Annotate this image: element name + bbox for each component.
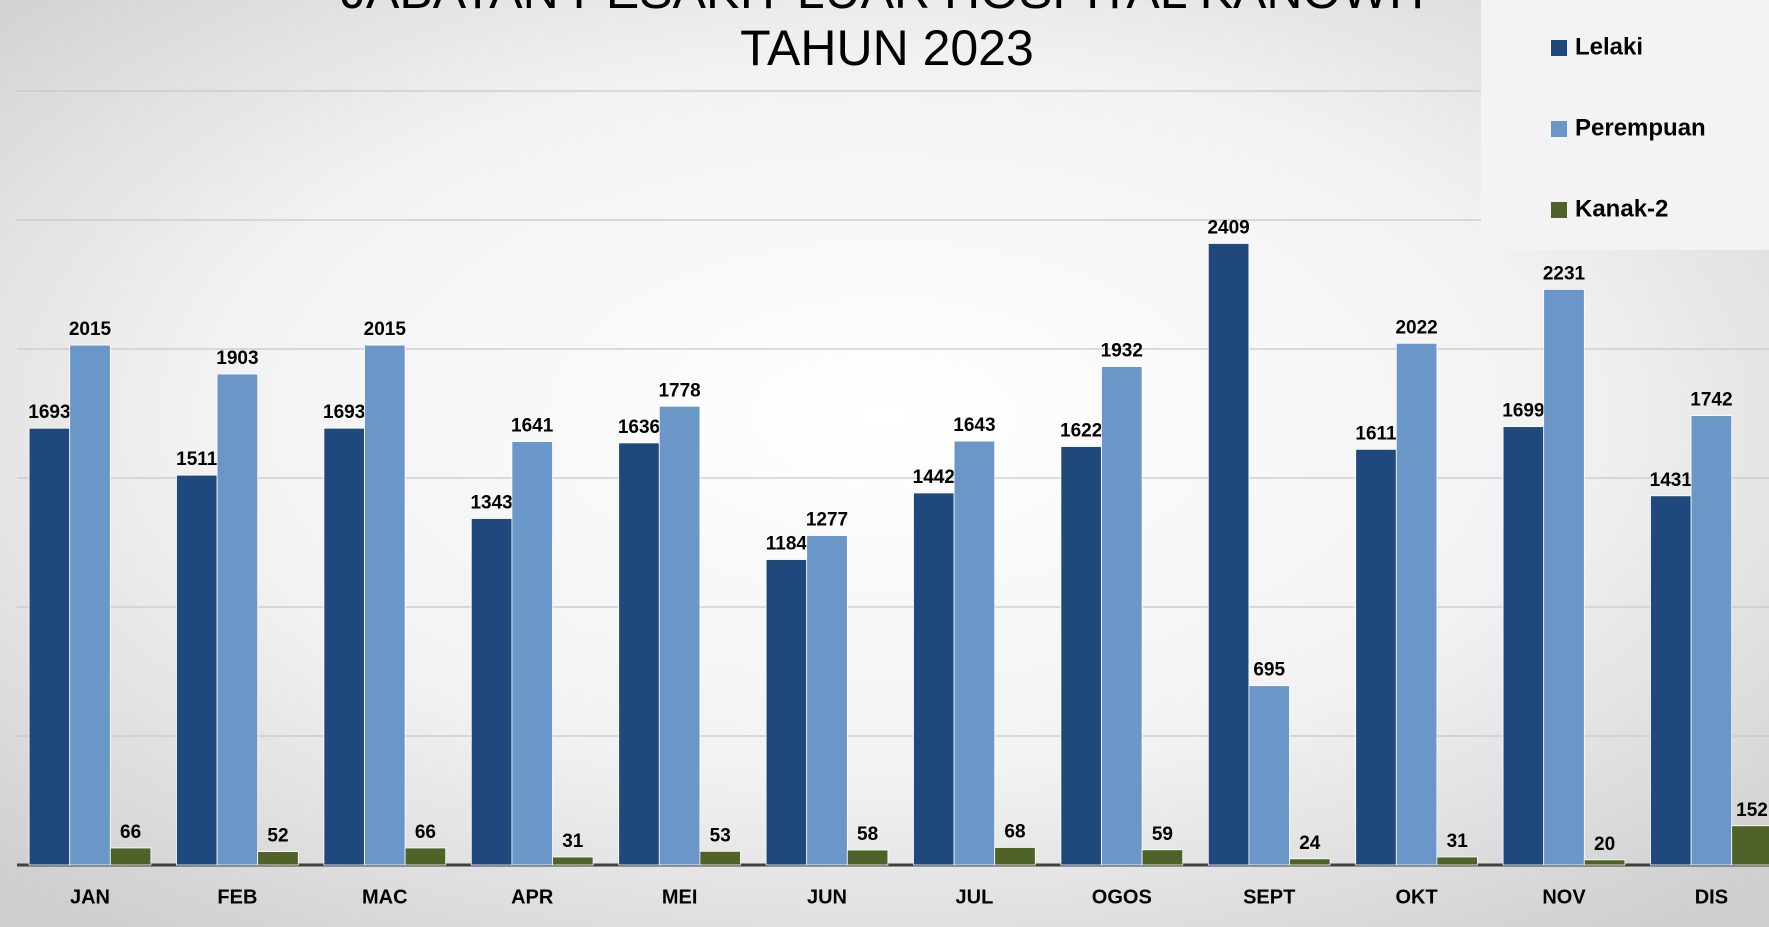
data-label: 1511 (176, 449, 218, 470)
data-label: 20 (1594, 834, 1615, 855)
bar (1583, 859, 1626, 866)
bar (1395, 342, 1438, 866)
x-tick-label: JUN (807, 886, 847, 908)
data-label: 1636 (618, 417, 660, 438)
x-tick-label: OKT (1395, 886, 1437, 908)
chart-title: TAHUN 2023 (740, 20, 1034, 76)
x-tick-label: OGOS (1092, 886, 1152, 908)
data-label: 1622 (1060, 421, 1102, 442)
data-label: 1643 (953, 415, 995, 436)
bar (1690, 415, 1733, 866)
data-label: 59 (1152, 824, 1173, 845)
legend-box (1481, 0, 1769, 250)
data-label: 2015 (69, 319, 112, 340)
data-label: 1277 (806, 510, 848, 531)
bar (323, 427, 365, 866)
data-label: 2409 (1207, 217, 1249, 238)
data-label: 53 (710, 825, 731, 846)
legend-swatch (1551, 121, 1567, 137)
data-label: 1932 (1101, 341, 1143, 362)
bar (511, 441, 553, 866)
bar (765, 559, 808, 866)
x-tick-label: FEB (217, 886, 257, 908)
bar (1731, 825, 1769, 866)
bar (1543, 289, 1585, 866)
bar (69, 344, 111, 866)
bar (1248, 685, 1290, 866)
x-tick-label: MEI (662, 886, 698, 908)
data-label: 1903 (216, 348, 258, 369)
legend-swatch (1551, 202, 1567, 218)
bar (1289, 858, 1331, 866)
bar (806, 535, 848, 866)
bar (1502, 426, 1545, 866)
x-tick-label: DIS (1695, 886, 1728, 908)
bar (846, 849, 889, 866)
data-label: 24 (1299, 833, 1321, 854)
data-label: 1778 (658, 380, 700, 401)
bar (28, 427, 71, 866)
legend-label: Lelaki (1575, 33, 1643, 60)
bar (404, 847, 447, 866)
data-label: 1343 (470, 493, 512, 514)
bar (364, 344, 406, 866)
data-label: 68 (1004, 821, 1025, 842)
data-label: 695 (1253, 660, 1285, 681)
bar (109, 847, 152, 866)
data-label: 1699 (1502, 401, 1544, 422)
data-label: 52 (267, 826, 288, 847)
data-label: 66 (120, 822, 141, 843)
data-label: 1431 (1650, 470, 1693, 491)
bar (1060, 446, 1102, 866)
data-label: 1742 (1690, 390, 1732, 411)
data-label: 58 (857, 824, 878, 845)
data-label: 2231 (1543, 263, 1586, 284)
bar (176, 474, 218, 866)
legend-label: Perempuan (1575, 114, 1706, 141)
data-label: 1184 (766, 534, 808, 555)
legend-label: Kanak-2 (1575, 195, 1668, 222)
data-label: 31 (562, 831, 584, 852)
data-label: 66 (415, 822, 436, 843)
bar (552, 856, 594, 866)
x-tick-label: APR (511, 886, 554, 908)
bar (618, 442, 660, 866)
bar (953, 440, 996, 866)
bar (1207, 243, 1250, 866)
bar (1355, 448, 1397, 866)
bar (257, 851, 299, 866)
bar (699, 850, 741, 866)
data-label: 2015 (364, 319, 407, 340)
data-label: 31 (1447, 831, 1469, 852)
data-label: 1693 (323, 402, 365, 423)
bar (1101, 366, 1143, 866)
bar (1436, 856, 1478, 866)
bar (1141, 849, 1184, 866)
x-tick-label: JUL (956, 886, 994, 908)
data-label: 1693 (28, 402, 70, 423)
legend-swatch (1551, 40, 1567, 56)
data-label: 1442 (913, 467, 955, 488)
data-label: 152 (1736, 800, 1768, 821)
chart-title: JABATAN PESAKIT LUAR HOSPITAL KANOWIT (341, 0, 1433, 19)
data-label: 1641 (511, 416, 554, 437)
bar (470, 518, 513, 866)
x-tick-label: SEPT (1243, 886, 1295, 908)
x-tick-label: MAC (362, 886, 408, 908)
bar (1650, 495, 1692, 866)
bar (216, 373, 259, 866)
x-tick-label: JAN (70, 886, 110, 908)
data-label: 2022 (1395, 317, 1437, 338)
x-tick-label: NOV (1542, 886, 1586, 908)
bar (994, 847, 1036, 866)
bar (913, 492, 955, 866)
bar (658, 405, 701, 866)
data-label: 1611 (1355, 423, 1397, 444)
